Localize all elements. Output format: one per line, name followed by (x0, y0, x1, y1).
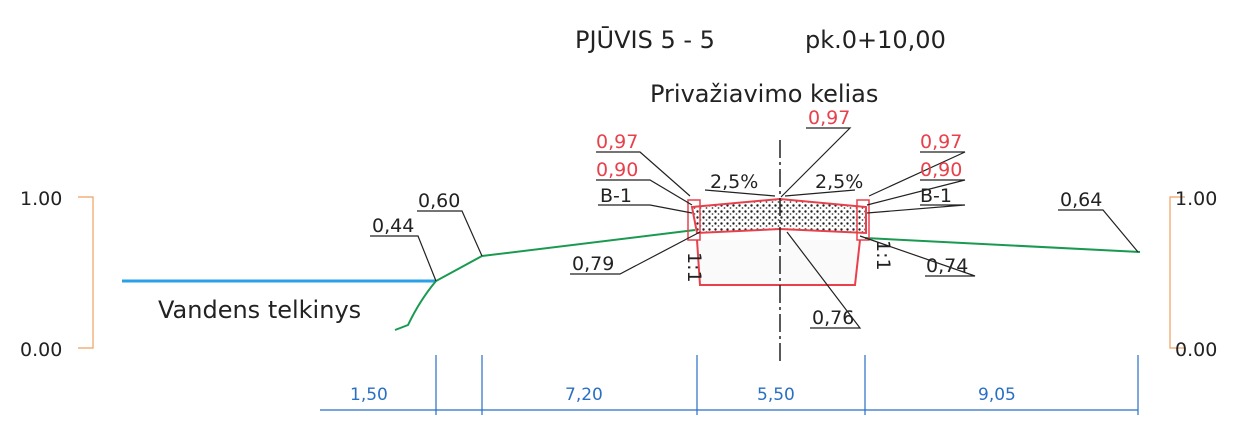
elevation: 0,44 (372, 215, 414, 237)
dimension: 1,50 (350, 385, 388, 405)
right-scale: 1.00 0.00 (1169, 188, 1217, 361)
ground-right (864, 237, 1141, 253)
ground-left (394, 229, 696, 331)
embankment-slope: 1:1 (683, 252, 705, 283)
embankment-slope: 1:1 (872, 240, 894, 271)
layer: B-1 (920, 185, 952, 207)
dimension: 5,50 (757, 385, 795, 405)
curbs (687, 199, 870, 241)
left-scale: 1.00 0.00 (20, 188, 94, 361)
water-label: Vandens telkinys (158, 296, 361, 324)
road-name: Privažiavimo kelias (650, 80, 878, 108)
cross-slope: 2,5% (815, 171, 863, 193)
pavement (690, 197, 867, 235)
elevation: 0,97 (808, 107, 850, 129)
station: pk.0+10,00 (805, 26, 946, 54)
scale-label: 0.00 (20, 339, 62, 361)
dimension: 7,20 (565, 385, 603, 405)
elevation: 0,79 (572, 253, 614, 275)
elevation: 0,97 (596, 131, 638, 153)
elevation: 0,64 (1060, 189, 1102, 211)
cross-slope: 2,5% (710, 171, 758, 193)
dimension: 9,05 (978, 385, 1016, 405)
elevation: 0,90 (596, 159, 638, 181)
layer: B-1 (600, 185, 632, 207)
scale-label: 1.00 (1175, 188, 1217, 210)
leaders (370, 127, 1139, 329)
scale-label: 1.00 (20, 188, 62, 210)
elevation: 0,97 (920, 131, 962, 153)
embankment (696, 239, 861, 286)
elevation: 0,90 (920, 159, 962, 181)
dimension-line (320, 355, 1139, 415)
elevation: 0,76 (812, 307, 854, 329)
elevation: 0,74 (926, 255, 968, 277)
elevation: 0,60 (418, 190, 460, 212)
section-title: PJŪVIS 5 - 5 (575, 25, 715, 54)
slope-arrows (704, 189, 856, 197)
scale-label: 0.00 (1175, 339, 1217, 361)
